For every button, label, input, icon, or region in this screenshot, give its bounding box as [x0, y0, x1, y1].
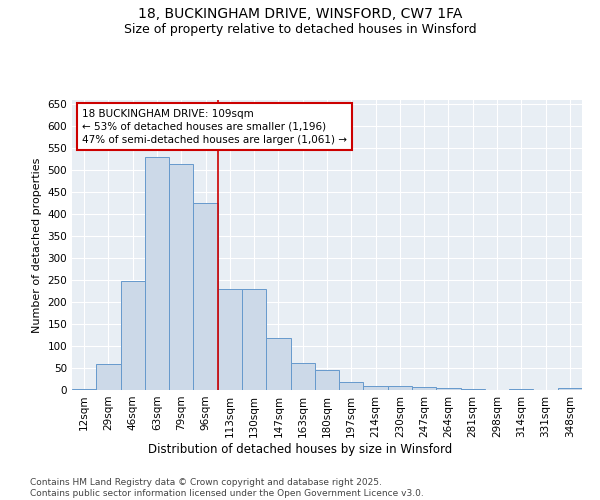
Bar [121, 281, 145, 390]
Text: Size of property relative to detached houses in Winsford: Size of property relative to detached ho… [124, 22, 476, 36]
Y-axis label: Number of detached properties: Number of detached properties [32, 158, 42, 332]
Bar [315, 370, 339, 390]
Text: 18, BUCKINGHAM DRIVE, WINSFORD, CW7 1FA: 18, BUCKINGHAM DRIVE, WINSFORD, CW7 1FA [138, 8, 462, 22]
Text: Contains HM Land Registry data © Crown copyright and database right 2025.
Contai: Contains HM Land Registry data © Crown c… [30, 478, 424, 498]
Bar [193, 204, 218, 390]
Bar [145, 157, 169, 390]
Bar [461, 388, 485, 390]
Bar [558, 388, 582, 390]
Bar [96, 364, 121, 390]
Bar [242, 289, 266, 390]
Bar [290, 363, 315, 390]
Bar [436, 388, 461, 390]
Text: Distribution of detached houses by size in Winsford: Distribution of detached houses by size … [148, 442, 452, 456]
Bar [218, 289, 242, 390]
Text: 18 BUCKINGHAM DRIVE: 109sqm
← 53% of detached houses are smaller (1,196)
47% of : 18 BUCKINGHAM DRIVE: 109sqm ← 53% of det… [82, 108, 347, 145]
Bar [388, 386, 412, 390]
Bar [364, 386, 388, 390]
Bar [72, 389, 96, 390]
Bar [509, 389, 533, 390]
Bar [412, 387, 436, 390]
Bar [169, 164, 193, 390]
Bar [266, 338, 290, 390]
Bar [339, 382, 364, 390]
